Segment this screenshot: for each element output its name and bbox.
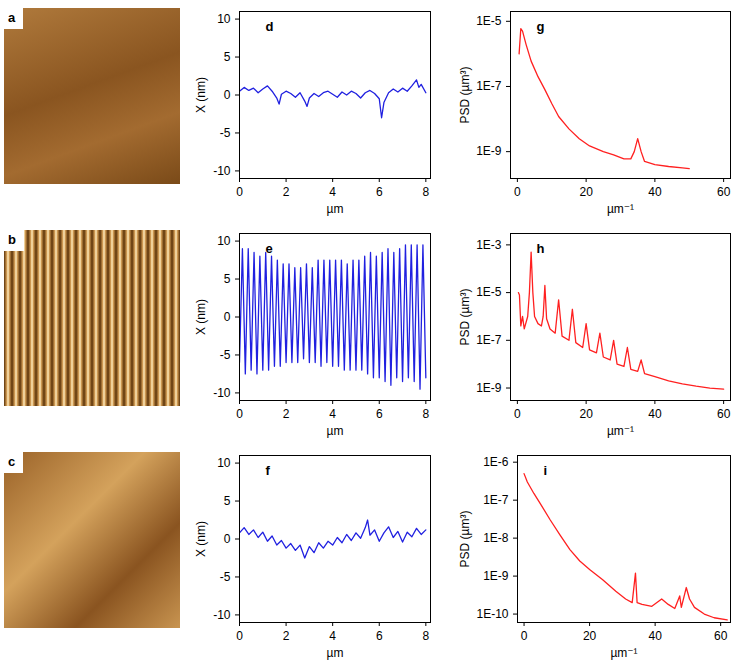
- svg-text:-5: -5: [220, 126, 231, 140]
- svg-text:40: 40: [648, 407, 662, 421]
- svg-text:8: 8: [422, 407, 429, 421]
- svg-text:X (nm): X (nm): [194, 299, 208, 335]
- svg-text:1E-7: 1E-7: [476, 79, 502, 93]
- svg-text:1E-9: 1E-9: [476, 381, 502, 395]
- svg-text:40: 40: [648, 185, 662, 199]
- svg-text:h: h: [537, 241, 545, 256]
- svg-text:40: 40: [648, 629, 662, 643]
- svg-text:6: 6: [376, 185, 383, 199]
- svg-text:1E-10: 1E-10: [476, 607, 508, 621]
- svg-text:0: 0: [236, 407, 243, 421]
- svg-text:20: 20: [583, 629, 597, 643]
- svg-text:0: 0: [236, 185, 243, 199]
- svg-text:2: 2: [283, 185, 290, 199]
- svg-text:20: 20: [579, 185, 593, 199]
- svg-text:1E-7: 1E-7: [476, 333, 502, 347]
- svg-text:10: 10: [217, 234, 231, 248]
- svg-text:-10: -10: [213, 386, 231, 400]
- svg-text:1E-9: 1E-9: [483, 569, 509, 583]
- svg-text:-5: -5: [220, 348, 231, 362]
- svg-text:1E-8: 1E-8: [483, 531, 509, 545]
- svg-text:1E-7: 1E-7: [483, 493, 509, 507]
- html-text:c: c: [8, 454, 16, 469]
- svg-text:60: 60: [717, 185, 731, 199]
- svg-text:µm: µm: [327, 202, 344, 216]
- svg-text:0: 0: [224, 532, 231, 546]
- svg-text:5: 5: [224, 494, 231, 508]
- svg-text:µm: µm: [327, 646, 344, 660]
- svg-text:d: d: [266, 19, 274, 34]
- svg-text:PSD (µm³): PSD (µm³): [458, 67, 472, 124]
- svg-text:-10: -10: [213, 164, 231, 178]
- svg-text:µm⁻¹: µm⁻¹: [607, 424, 634, 438]
- svg-text:µm: µm: [327, 424, 344, 438]
- svg-text:8: 8: [422, 629, 429, 643]
- svg-text:1E-5: 1E-5: [476, 285, 502, 299]
- svg-text:2: 2: [283, 629, 290, 643]
- svg-text:0: 0: [224, 310, 231, 324]
- svg-text:0: 0: [224, 88, 231, 102]
- svg-text:PSD (µm³): PSD (µm³): [458, 289, 472, 346]
- svg-text:20: 20: [579, 407, 593, 421]
- svg-text:60: 60: [714, 629, 728, 643]
- svg-text:8: 8: [422, 185, 429, 199]
- svg-text:µm⁻¹: µm⁻¹: [607, 202, 634, 216]
- html-text:a: a: [8, 10, 16, 25]
- svg-text:1E-3: 1E-3: [476, 238, 502, 252]
- svg-text:10: 10: [217, 12, 231, 26]
- svg-text:6: 6: [376, 629, 383, 643]
- svg-text:X (nm): X (nm): [194, 77, 208, 113]
- svg-text:-10: -10: [213, 608, 231, 622]
- svg-text:PSD (µm³): PSD (µm³): [458, 511, 472, 568]
- svg-text:f: f: [266, 463, 271, 478]
- svg-text:g: g: [537, 19, 545, 34]
- svg-text:0: 0: [236, 629, 243, 643]
- svg-text:e: e: [266, 241, 273, 256]
- svg-text:2: 2: [283, 407, 290, 421]
- svg-text:4: 4: [329, 185, 336, 199]
- svg-text:60: 60: [717, 407, 731, 421]
- svg-text:1E-5: 1E-5: [476, 14, 502, 28]
- svg-text:-5: -5: [220, 570, 231, 584]
- svg-text:i: i: [544, 463, 548, 478]
- svg-text:0: 0: [514, 185, 521, 199]
- svg-text:1E-9: 1E-9: [476, 144, 502, 158]
- svg-text:5: 5: [224, 272, 231, 286]
- svg-text:5: 5: [224, 50, 231, 64]
- svg-text:10: 10: [217, 456, 231, 470]
- html-text:b: b: [8, 232, 16, 247]
- svg-text:µm⁻¹: µm⁻¹: [610, 646, 637, 660]
- svg-text:4: 4: [329, 629, 336, 643]
- svg-text:0: 0: [514, 407, 521, 421]
- svg-text:0: 0: [521, 629, 528, 643]
- svg-text:X (nm): X (nm): [194, 521, 208, 557]
- svg-text:1E-6: 1E-6: [483, 455, 509, 469]
- svg-text:4: 4: [329, 407, 336, 421]
- svg-text:6: 6: [376, 407, 383, 421]
